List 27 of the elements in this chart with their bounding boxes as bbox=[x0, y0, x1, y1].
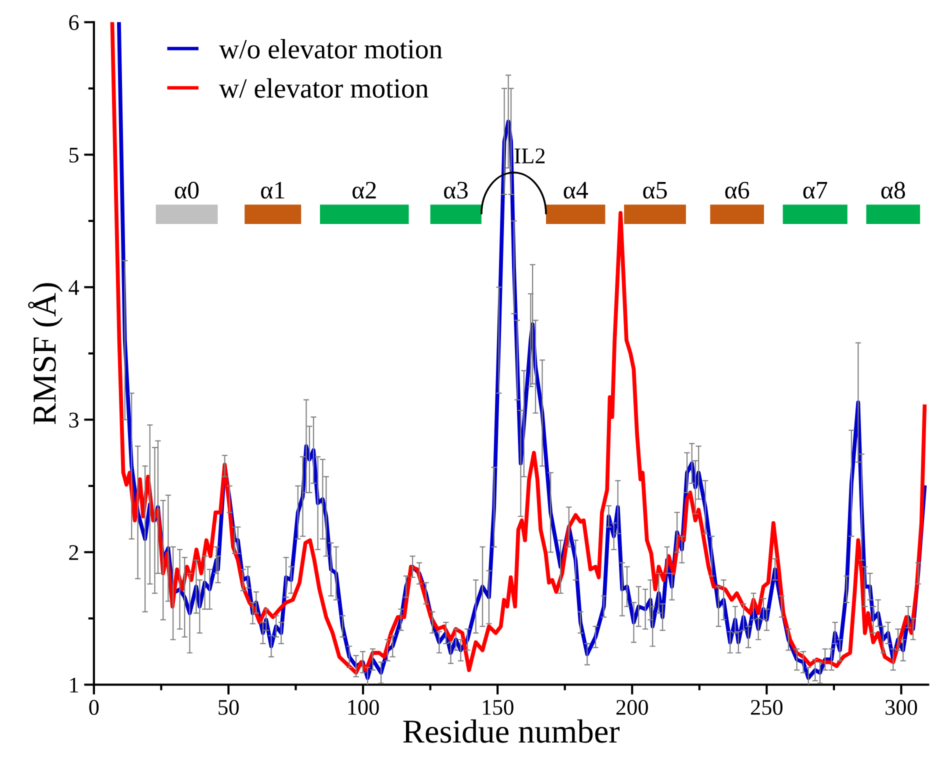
x-tick-label: 0 bbox=[89, 700, 99, 715]
x-tick-label: 200 bbox=[616, 700, 648, 715]
y-tick-label: 1 bbox=[70, 678, 78, 692]
series-label: α7 bbox=[803, 182, 828, 199]
annotation: IL2 bbox=[514, 148, 545, 164]
legend-label: w/o elevator motion bbox=[219, 39, 442, 59]
x-tick-label: 300 bbox=[886, 700, 918, 715]
series-label: α8 bbox=[881, 182, 906, 199]
y-tick-label: 3 bbox=[69, 412, 78, 428]
y-tick-label: 5 bbox=[70, 148, 78, 163]
series-label: α2 bbox=[352, 182, 376, 199]
y-axis-title: RMSF (Å) bbox=[28, 283, 63, 424]
series-label: α6 bbox=[725, 182, 750, 199]
series-label: α4 bbox=[564, 182, 588, 199]
series-label: α1 bbox=[261, 182, 284, 199]
x-axis-title: Residue number bbox=[403, 719, 620, 743]
y-tick-label: 6 bbox=[69, 15, 79, 30]
legend-label: w/ elevator motion bbox=[219, 78, 428, 98]
y-tick-label: 2 bbox=[69, 545, 78, 560]
y-tick-label: 4 bbox=[68, 280, 79, 295]
x-tick-label: 150 bbox=[482, 700, 514, 715]
x-tick-label: 250 bbox=[750, 700, 782, 715]
x-tick-label: 100 bbox=[348, 700, 379, 715]
series-label: α0 bbox=[174, 182, 199, 199]
x-tick-label: 50 bbox=[218, 700, 239, 715]
series-label: α3 bbox=[444, 182, 468, 199]
series-label: α5 bbox=[643, 182, 667, 199]
